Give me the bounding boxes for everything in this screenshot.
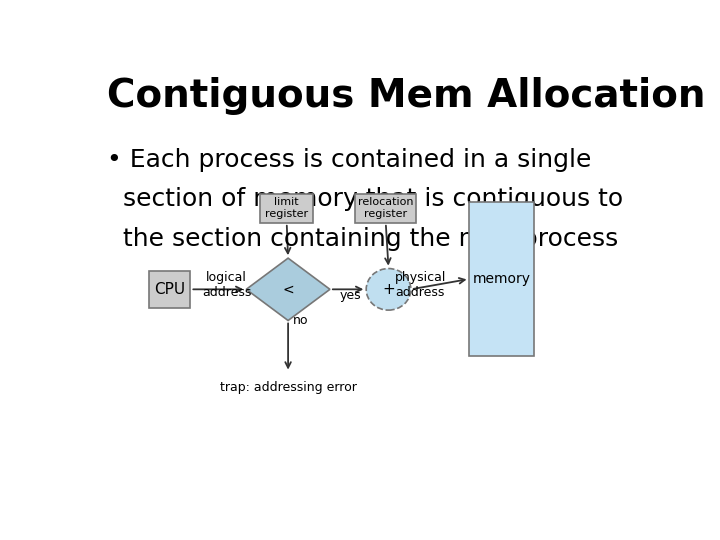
- Text: trap: addressing error: trap: addressing error: [220, 381, 356, 394]
- Text: memory: memory: [472, 272, 531, 286]
- Text: +: +: [382, 282, 395, 297]
- Ellipse shape: [366, 268, 411, 310]
- Text: CPU: CPU: [154, 282, 185, 297]
- FancyBboxPatch shape: [469, 202, 534, 356]
- Text: no: no: [292, 314, 308, 327]
- Text: limit
register: limit register: [265, 198, 308, 219]
- Text: physical
address: physical address: [395, 271, 446, 299]
- Text: Contiguous Mem Allocation: Contiguous Mem Allocation: [107, 77, 706, 115]
- Text: • Each process is contained in a single: • Each process is contained in a single: [107, 148, 591, 172]
- Text: relocation
register: relocation register: [358, 198, 413, 219]
- Text: the section containing the next process: the section containing the next process: [107, 227, 618, 251]
- Text: yes: yes: [339, 289, 361, 302]
- Text: logical
address: logical address: [202, 271, 251, 299]
- Polygon shape: [246, 258, 330, 321]
- Text: <: <: [282, 282, 294, 296]
- FancyBboxPatch shape: [260, 194, 313, 223]
- FancyBboxPatch shape: [355, 194, 416, 223]
- FancyBboxPatch shape: [148, 271, 190, 308]
- Text: section of memory that is contiguous to: section of memory that is contiguous to: [107, 187, 623, 212]
